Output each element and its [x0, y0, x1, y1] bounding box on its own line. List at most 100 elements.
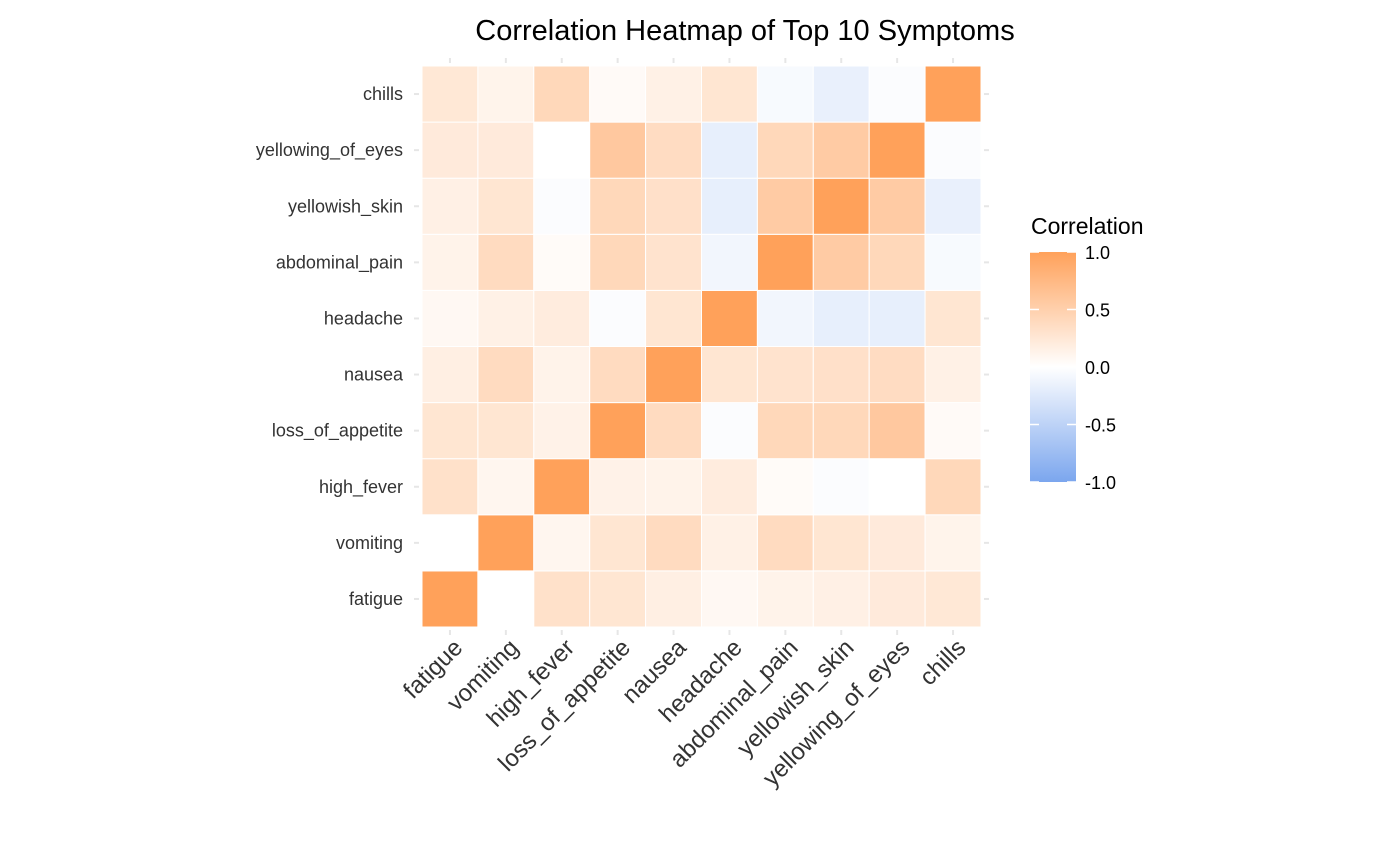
heatmap-cell — [477, 65, 535, 123]
heatmap-cell — [533, 121, 591, 179]
heatmap-cell — [701, 121, 758, 179]
legend-tick-label: -1.0 — [1085, 473, 1116, 493]
heatmap-cell — [756, 121, 814, 179]
heatmap-cell — [812, 402, 870, 460]
y-tick-label: yellowish_skin — [288, 196, 403, 217]
legend-title: Correlation — [1031, 213, 1144, 239]
heatmap-cell — [645, 346, 702, 404]
heatmap-cell — [756, 458, 814, 516]
heatmap-cell — [868, 233, 926, 291]
heatmap-cell — [756, 289, 814, 347]
heatmap-cell — [533, 570, 591, 628]
heatmap-cell — [477, 402, 535, 460]
heatmap-cell — [924, 514, 982, 572]
heatmap-cell — [477, 514, 535, 572]
heatmap-cell — [868, 346, 926, 404]
heatmap-cell — [589, 514, 647, 572]
y-tick-label: vomiting — [336, 533, 403, 553]
heatmap-cell — [701, 346, 758, 404]
heatmap-cell — [477, 121, 535, 179]
heatmap-cell — [533, 177, 591, 235]
heatmap-cell — [421, 402, 479, 460]
heatmap-cell — [701, 233, 758, 291]
heatmap-cell — [868, 570, 926, 628]
heatmap-cell — [589, 458, 647, 516]
heatmap-cell — [701, 289, 758, 347]
heatmap-cell — [756, 402, 814, 460]
heatmap-cell — [924, 233, 982, 291]
heatmap-cell — [812, 514, 870, 572]
heatmap-cell — [589, 121, 647, 179]
color-legend: Correlation 1.0 0.5 0.0 -0.5 -1.0 — [1030, 213, 1144, 493]
heatmap-cell — [477, 458, 535, 516]
heatmap-cell — [812, 121, 870, 179]
heatmap-cell — [756, 233, 814, 291]
heatmap-cell — [756, 177, 814, 235]
y-tick-label: fatigue — [349, 589, 403, 609]
heatmap-cell — [868, 289, 926, 347]
heatmap-cell — [421, 233, 479, 291]
heatmap-cell — [533, 65, 591, 123]
heatmap-cell — [645, 514, 702, 572]
heatmap-cell — [868, 458, 926, 516]
heatmap-cell — [924, 570, 982, 628]
heatmap-cell — [645, 289, 702, 347]
heatmap-cell — [812, 233, 870, 291]
heatmap-cell — [589, 177, 647, 235]
heatmap-cell — [645, 402, 702, 460]
heatmap-cell — [477, 233, 535, 291]
heatmap-cell — [645, 121, 702, 179]
y-tick-label: abdominal_pain — [276, 252, 403, 273]
legend-tick-label: -0.5 — [1085, 416, 1116, 436]
heatmap-cell — [421, 289, 479, 347]
heatmap-cells — [421, 65, 982, 628]
heatmap-cell — [645, 570, 702, 628]
heatmap-cell — [924, 458, 982, 516]
heatmap-cell — [645, 233, 702, 291]
heatmap-cell — [533, 289, 591, 347]
heatmap-cell — [701, 177, 758, 235]
heatmap-cell — [533, 458, 591, 516]
heatmap-cell — [868, 402, 926, 460]
heatmap-cell — [924, 346, 982, 404]
heatmap-cell — [701, 65, 758, 123]
heatmap-cell — [421, 458, 479, 516]
heatmap-cell — [589, 289, 647, 347]
y-tick-label: headache — [324, 308, 403, 328]
heatmap-cell — [868, 177, 926, 235]
heatmap-cell — [421, 121, 479, 179]
heatmap-cell — [868, 514, 926, 572]
y-tick-label: nausea — [344, 365, 404, 385]
heatmap-cell — [533, 514, 591, 572]
heatmap-cell — [701, 458, 758, 516]
y-tick-label: loss_of_appetite — [272, 421, 403, 442]
heatmap-cell — [645, 177, 702, 235]
y-tick-label: high_fever — [319, 477, 403, 498]
y-tick-label: yellowing_of_eyes — [256, 140, 403, 161]
heatmap-cell — [756, 570, 814, 628]
heatmap-cell — [924, 402, 982, 460]
heatmap-cell — [924, 289, 982, 347]
heatmap-cell — [421, 346, 479, 404]
heatmap-cell — [533, 346, 591, 404]
heatmap-cell — [645, 458, 702, 516]
heatmap-cell — [924, 121, 982, 179]
legend-tick-label: 0.0 — [1085, 358, 1110, 378]
heatmap-cell — [924, 65, 982, 123]
heatmap-cell — [868, 121, 926, 179]
heatmap-cell — [812, 570, 870, 628]
heatmap-cell — [421, 65, 479, 123]
heatmap-cell — [924, 177, 982, 235]
y-axis: fatigue vomiting high_fever loss_of_appetit… — [256, 84, 989, 609]
heatmap-cell — [812, 289, 870, 347]
heatmap-cell — [701, 514, 758, 572]
heatmap-cell — [589, 402, 647, 460]
heatmap-cell — [812, 458, 870, 516]
heatmap-cell — [421, 570, 479, 628]
heatmap-cell — [812, 346, 870, 404]
heatmap-cell — [589, 346, 647, 404]
heatmap-cell — [868, 65, 926, 123]
heatmap-cell — [533, 402, 591, 460]
heatmap-cell — [589, 233, 647, 291]
